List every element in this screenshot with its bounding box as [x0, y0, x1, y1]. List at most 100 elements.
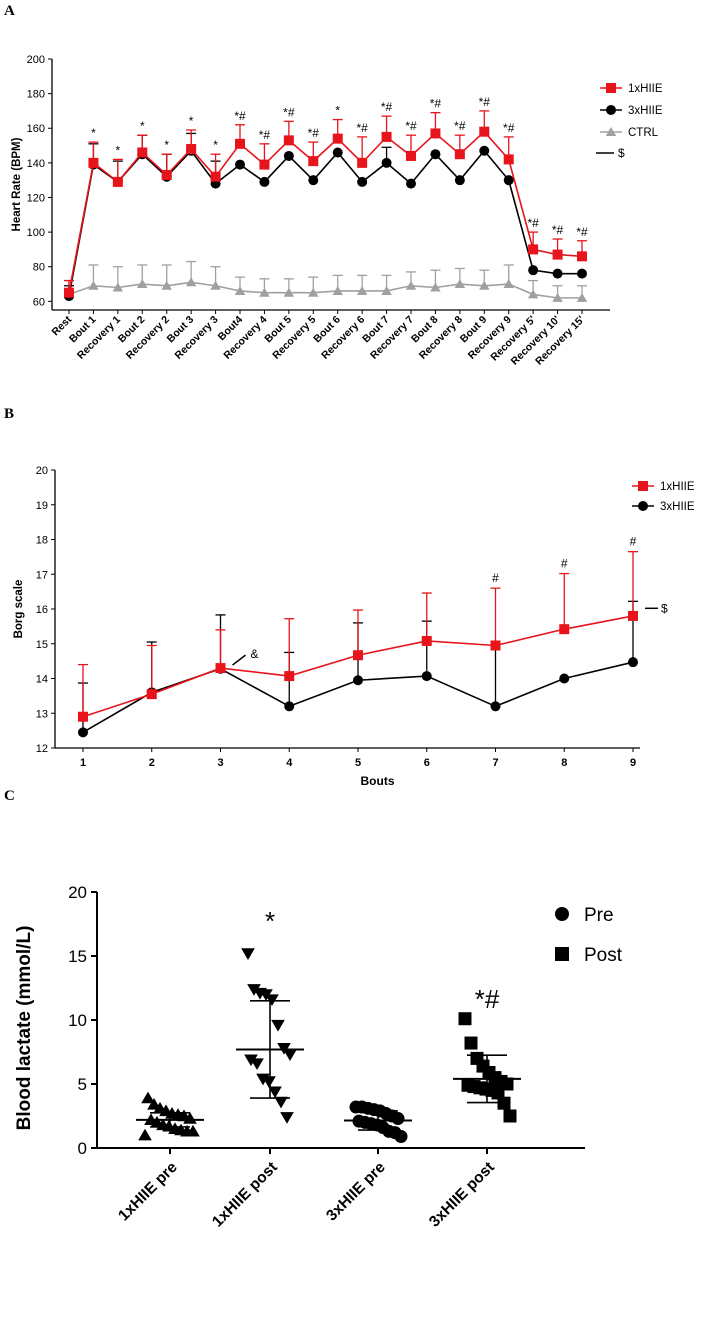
data-point [479, 145, 490, 156]
significance-mark: * [265, 906, 275, 936]
data-point [391, 1112, 405, 1126]
data-point [259, 287, 270, 297]
x-tick-label: 1xHIIE post [209, 1159, 281, 1231]
y-tick-label: 60 [33, 296, 45, 308]
x-tick-label: 6 [424, 757, 430, 769]
data-point [138, 1128, 152, 1141]
data-point [503, 154, 514, 165]
data-point [235, 138, 245, 149]
data-point [503, 175, 514, 186]
legend-marker [638, 481, 648, 491]
significance-mark: * [140, 119, 145, 133]
data-point [552, 249, 563, 260]
significance-mark: * [335, 104, 340, 118]
y-tick-label: 10 [68, 1011, 87, 1030]
significance-mark: # [492, 571, 499, 585]
x-tick-label: 3xHIIE post [426, 1159, 498, 1231]
x-tick-label: 5 [355, 757, 361, 769]
data-point [559, 673, 570, 684]
data-point [78, 727, 88, 738]
legend-label: CTRL [628, 127, 659, 139]
group-1xHIIE-post [236, 948, 304, 1124]
data-point [185, 277, 197, 287]
data-point [353, 650, 363, 661]
data-point [628, 610, 638, 621]
data-point [161, 169, 172, 180]
data-point [308, 287, 319, 297]
legend-marker [555, 947, 569, 961]
x-tick-label: 1xHIIE pre [115, 1159, 181, 1225]
y-tick-label: 15 [36, 639, 48, 651]
data-point [161, 280, 172, 290]
series-line [68, 281, 582, 299]
x-tick-label: 9 [630, 757, 636, 769]
side-annotation: $ [618, 146, 625, 160]
y-tick-label: 140 [27, 158, 45, 170]
y-tick-label: 20 [68, 883, 87, 902]
data-point [332, 285, 343, 295]
side-annotation: $ [661, 601, 668, 615]
y-tick-label: 0 [78, 1139, 87, 1158]
data-point [308, 156, 319, 167]
data-point [210, 171, 221, 182]
data-point [357, 157, 368, 168]
group-1xHIIE-pre [136, 1091, 204, 1141]
data-point [262, 1076, 276, 1088]
data-point [421, 635, 432, 646]
legend-label: 3xHIIE [660, 501, 695, 513]
y-tick-label: 200 [27, 54, 45, 66]
data-point [88, 157, 99, 168]
data-point [430, 149, 441, 160]
series-CTRL [63, 260, 588, 302]
significance-mark: *# [475, 984, 500, 1014]
data-point [284, 671, 295, 682]
panel-a-letter: A [4, 3, 15, 19]
legend-label: Pre [584, 905, 614, 926]
data-point [215, 663, 226, 674]
legend-label: Post [584, 945, 623, 966]
annotation-line [232, 654, 246, 666]
significance-mark: *# [576, 225, 588, 239]
significance-mark: *# [552, 223, 564, 237]
blood-lactate-chart: 0 5 10 15 20 1xHIIE pre 1xHIIE post 3xHIIE pre 3… [14, 883, 623, 1231]
x-tick-label: 2 [149, 757, 155, 769]
data-point [112, 176, 123, 187]
legend-label: 1xHIIE [660, 481, 695, 493]
series-line [68, 130, 583, 293]
y-tick-label: 18 [36, 535, 48, 547]
data-point [628, 657, 638, 668]
data-point [88, 280, 99, 290]
data-point [454, 149, 465, 160]
significance-mark: * [91, 126, 96, 140]
legend-label: 3xHIIE [628, 105, 663, 117]
data-point [284, 701, 295, 712]
data-point [137, 147, 148, 158]
data-point [241, 948, 255, 960]
data-point [235, 159, 245, 170]
data-point [64, 287, 74, 298]
data-point [577, 268, 587, 279]
data-point [247, 984, 261, 996]
y-tick-label: 12 [36, 743, 48, 755]
significance-mark: *# [283, 105, 295, 119]
group-3xHIIE-pre [344, 1100, 412, 1143]
significance-mark: *# [234, 109, 246, 123]
data-point [430, 282, 441, 292]
data-point [430, 128, 441, 139]
data-point [308, 175, 319, 186]
data-point [186, 1124, 200, 1137]
data-point [405, 280, 417, 290]
data-point [283, 150, 294, 161]
x-tick-label: 4 [286, 757, 293, 769]
y-axis-title: Heart Rate (BPM) [11, 137, 23, 231]
panel-b-letter: B [4, 406, 14, 422]
y-tick-label: 13 [36, 708, 48, 720]
data-point [137, 279, 148, 289]
series-1xHIIE [64, 110, 587, 298]
data-point [528, 244, 539, 255]
legend-marker [606, 105, 616, 115]
data-point [381, 131, 392, 142]
data-point [283, 1049, 297, 1062]
